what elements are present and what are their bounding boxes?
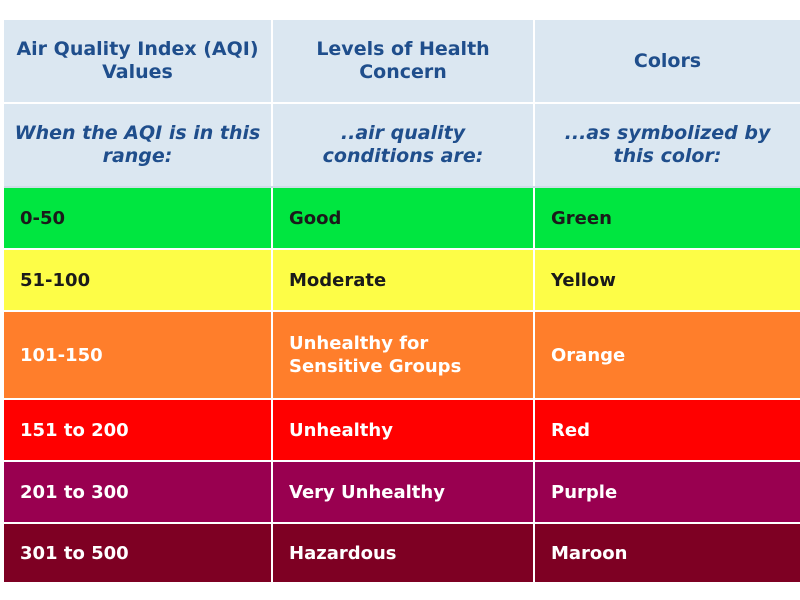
header-colors: Colors xyxy=(534,20,800,104)
table-row: 101-150 Unhealthy for Sensitive Groups O… xyxy=(4,311,800,400)
subheader-conditions: ..air quality conditions are: xyxy=(272,103,535,188)
cell-range: 301 to 500 xyxy=(4,523,273,582)
cell-level: Very Unhealthy xyxy=(272,461,535,524)
cell-color-name: Yellow xyxy=(534,249,800,312)
table-subheader-row: When the AQI is in this range: ..air qua… xyxy=(4,103,800,188)
cell-level: Unhealthy xyxy=(272,399,535,462)
cell-range: 151 to 200 xyxy=(4,399,273,462)
header-aqi-values: Air Quality Index (AQI) Values xyxy=(4,20,273,104)
table-row: 301 to 500 Hazardous Maroon xyxy=(4,523,800,582)
subheader-color: ...as symbolized by this color: xyxy=(534,103,800,188)
header-health-concern: Levels of Health Concern xyxy=(272,20,535,104)
table-header-row: Air Quality Index (AQI) Values Levels of… xyxy=(4,20,800,104)
table-row: 201 to 300 Very Unhealthy Purple xyxy=(4,461,800,524)
cell-range: 201 to 300 xyxy=(4,461,273,524)
cell-level: Unhealthy for Sensitive Groups xyxy=(272,311,535,400)
cell-color-name: Maroon xyxy=(534,523,800,582)
cell-level: Moderate xyxy=(272,249,535,312)
cell-color-name: Red xyxy=(534,399,800,462)
cell-color-name: Purple xyxy=(534,461,800,524)
cell-level: Good xyxy=(272,187,535,250)
cell-color-name: Green xyxy=(534,187,800,250)
cell-color-name: Orange xyxy=(534,311,800,400)
cell-level: Hazardous xyxy=(272,523,535,582)
cell-range: 101-150 xyxy=(4,311,273,400)
table-row: 151 to 200 Unhealthy Red xyxy=(4,399,800,462)
cell-range: 0-50 xyxy=(4,187,273,250)
cell-range: 51-100 xyxy=(4,249,273,312)
table-row: 51-100 Moderate Yellow xyxy=(4,249,800,312)
aqi-table-container: Air Quality Index (AQI) Values Levels of… xyxy=(4,20,800,582)
subheader-aqi-range: When the AQI is in this range: xyxy=(4,103,273,188)
aqi-table: Air Quality Index (AQI) Values Levels of… xyxy=(4,20,800,582)
table-row: 0-50 Good Green xyxy=(4,187,800,250)
